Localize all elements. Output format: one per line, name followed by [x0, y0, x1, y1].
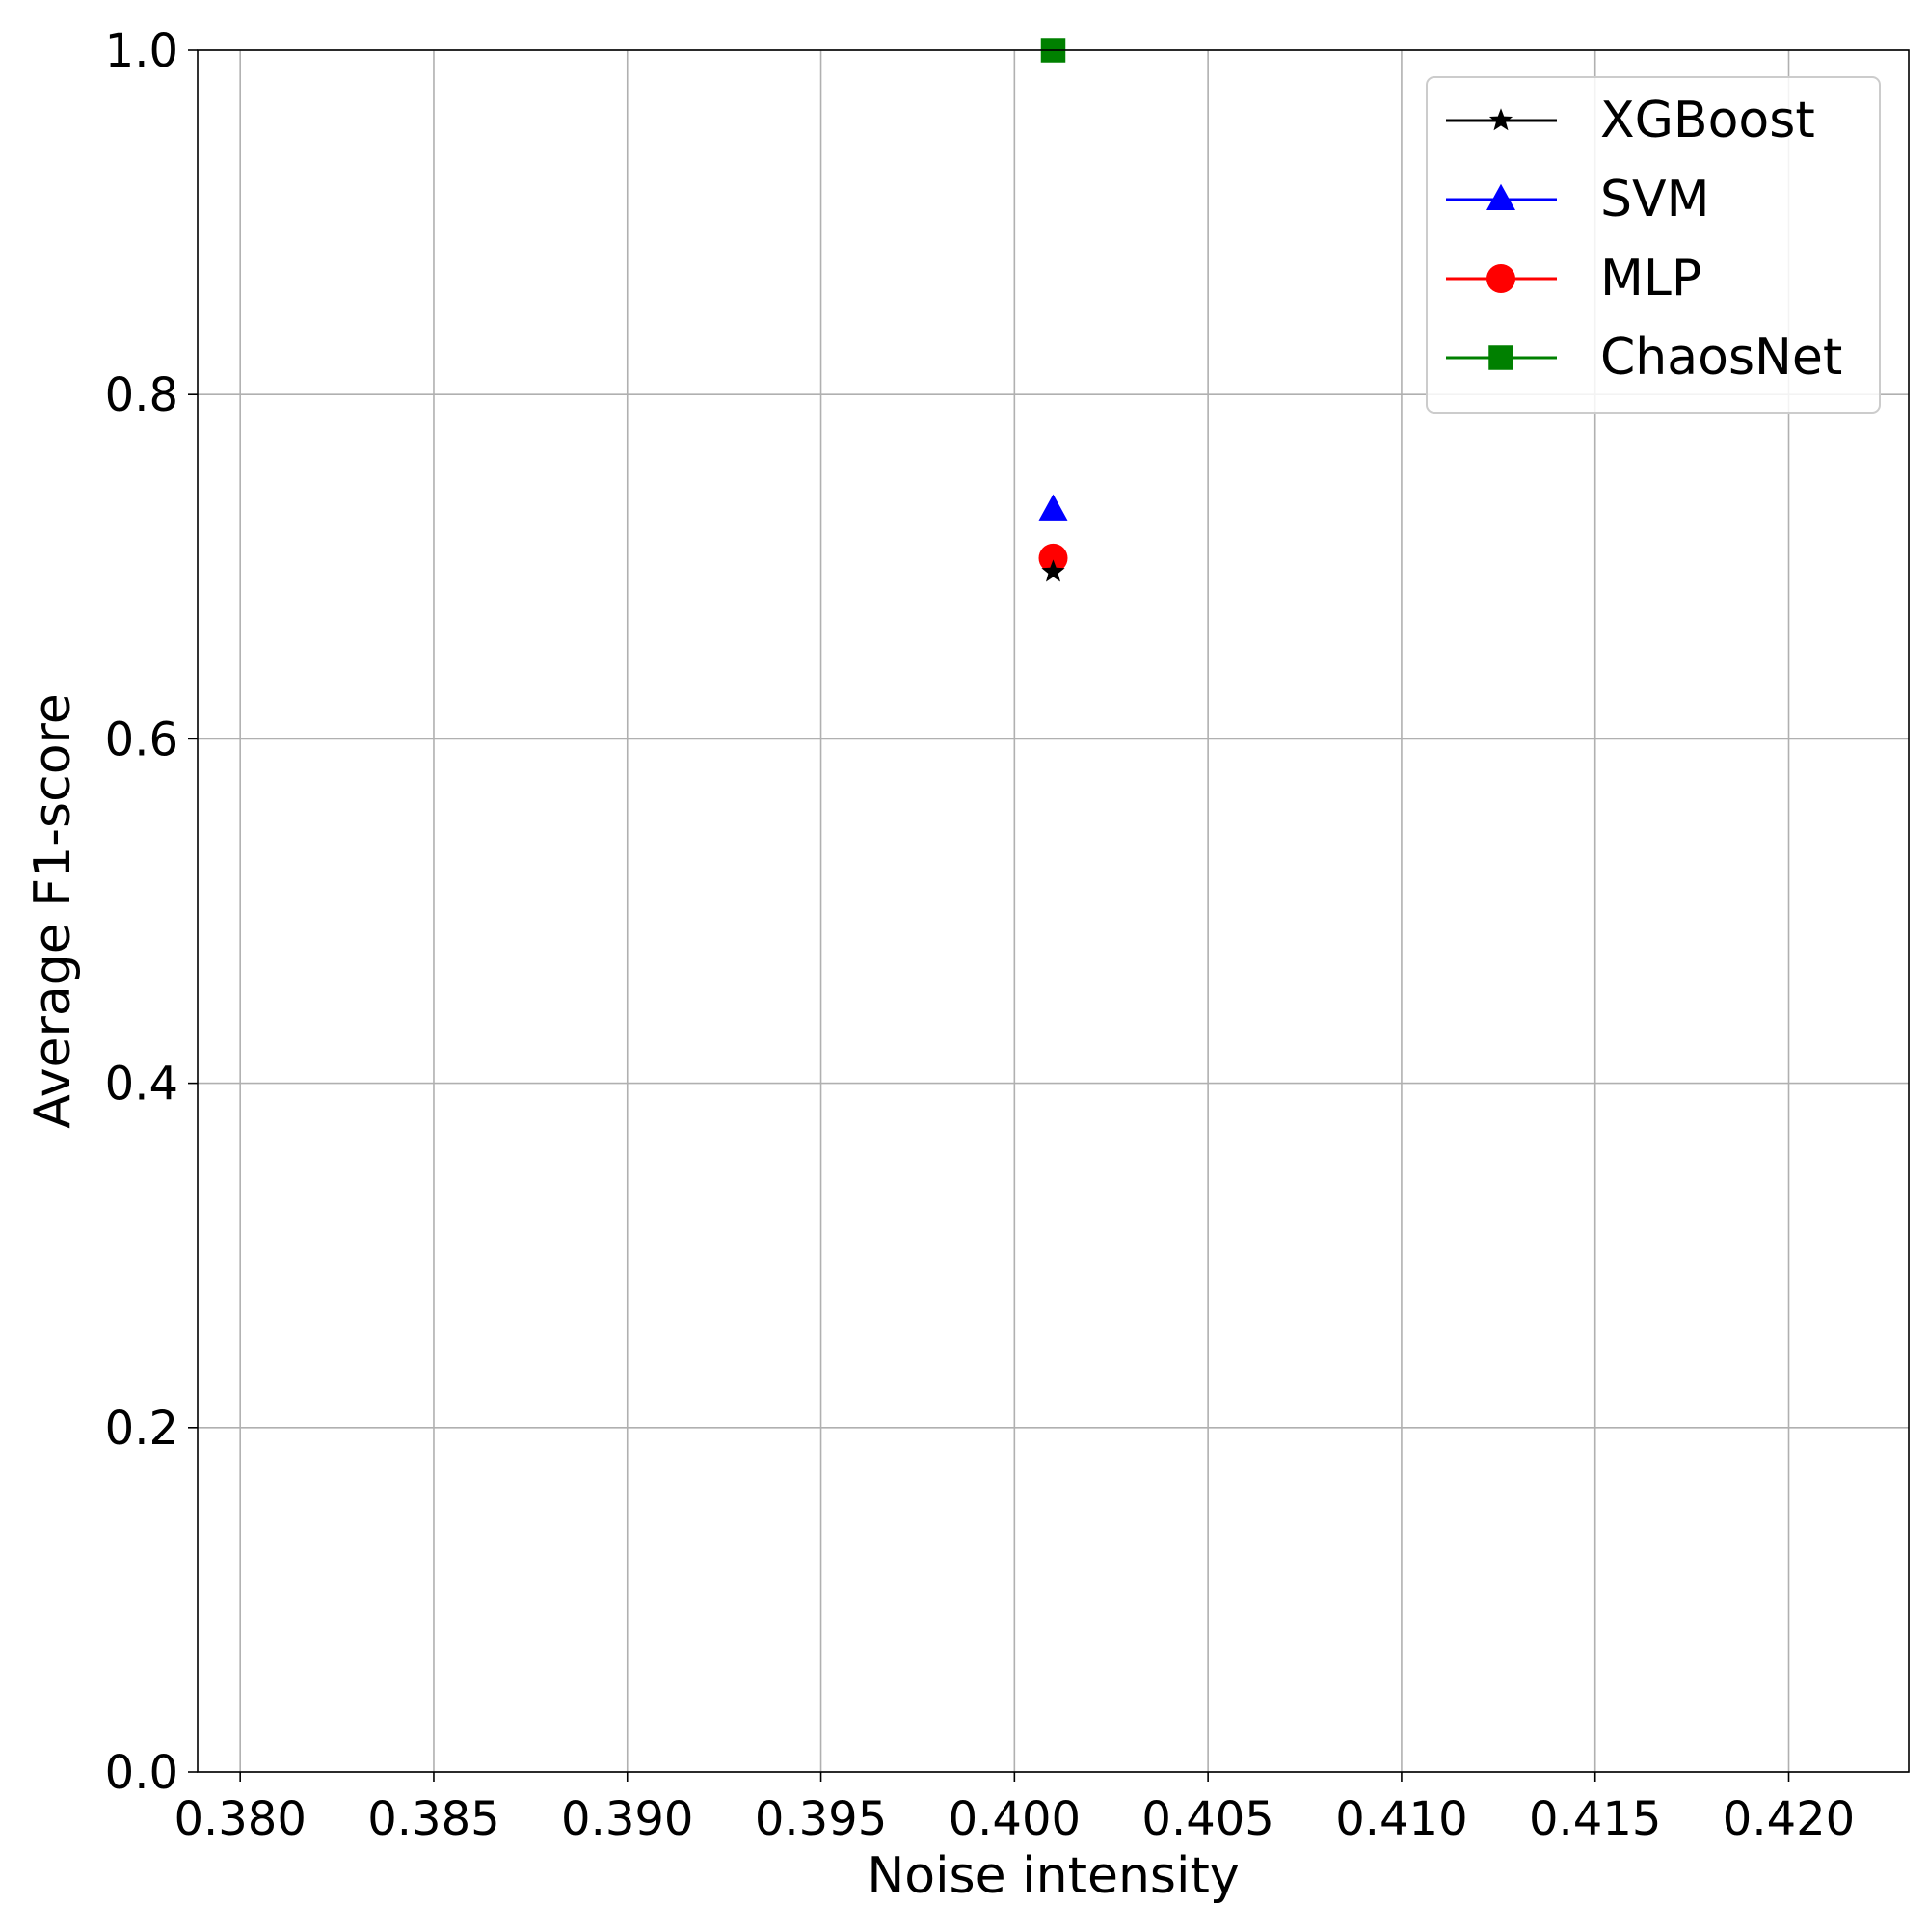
legend: XGBoost SVM MLP ChaosNet	[1426, 76, 1881, 414]
x-tick-label: 0.385	[367, 1792, 499, 1846]
plot-markers	[1038, 38, 1068, 582]
x-tick-label: 0.410	[1335, 1792, 1467, 1846]
y-tick-label: 0.8	[105, 368, 178, 422]
y-tick-label: 0.6	[105, 712, 178, 766]
legend-label-mlp: MLP	[1600, 250, 1701, 308]
legend-marker-chaosnet	[1488, 345, 1513, 370]
x-tick-label: 0.380	[174, 1792, 306, 1846]
y-tick-label: 0.4	[105, 1058, 178, 1112]
data-point-xgboost	[1041, 559, 1065, 582]
legend-marker-xgboost	[1488, 108, 1513, 131]
legend-label-svm: SVM	[1600, 171, 1709, 228]
y-tick-label: 0.0	[105, 1746, 178, 1800]
x-axis-ticks: 0.380 0.385 0.390 0.395 0.400 0.405 0.410 0.415…	[174, 1772, 1855, 1846]
x-tick-label: 0.420	[1723, 1792, 1855, 1846]
legend-marker-mlp	[1486, 264, 1515, 293]
y-tick-label: 0.2	[105, 1402, 178, 1456]
data-point-mlp	[1038, 543, 1068, 573]
x-axis-label: Noise intensity	[867, 1847, 1239, 1905]
plot-frame	[197, 49, 1910, 1773]
legend-label-chaosnet: ChaosNet	[1600, 329, 1842, 387]
x-tick-label: 0.390	[561, 1792, 693, 1846]
legend-label-xgboost: XGBoost	[1600, 92, 1815, 149]
x-tick-label: 0.395	[755, 1792, 887, 1846]
data-point-svm	[1038, 494, 1068, 521]
y-tick-label: 1.0	[105, 24, 178, 78]
y-axis-label: Average F1-score	[24, 693, 82, 1129]
x-tick-label: 0.400	[949, 1792, 1081, 1846]
legend-box	[1426, 76, 1881, 414]
legend-items: XGBoost SVM MLP ChaosNet	[1446, 92, 1842, 387]
y-axis-ticks: 0.0 0.2 0.4 0.6 0.8 1.0	[105, 24, 198, 1800]
legend-marker-svm	[1486, 183, 1515, 211]
x-tick-label: 0.405	[1141, 1792, 1273, 1846]
x-tick-label: 0.415	[1529, 1792, 1661, 1846]
